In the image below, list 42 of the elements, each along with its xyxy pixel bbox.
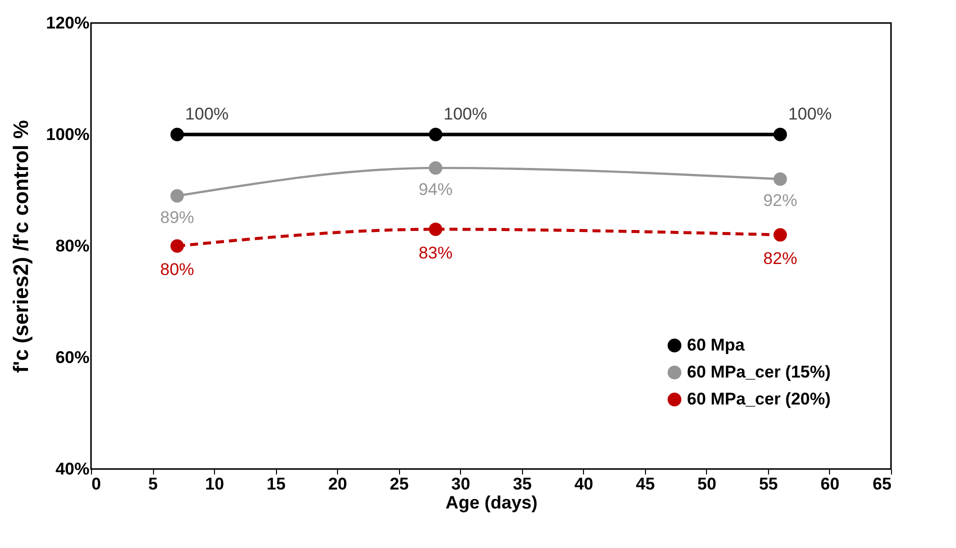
data-label: 94% [418,180,453,199]
point [170,239,184,253]
x-tick-label: 30 [451,474,470,494]
data-label: 92% [763,191,798,210]
data-label: 100% [185,104,229,124]
legend-label: 60 MPa_cer (15%) [687,362,831,382]
y-tick-label: 40% [55,460,90,478]
x-tick-label: 60 [820,474,840,494]
x-axis-title: Age (days) [445,492,538,512]
x-tick-label: 45 [636,474,655,494]
point [774,128,787,142]
x-tick-label: 10 [205,474,224,494]
point [170,189,184,203]
legend-label: 60 MPa_cer (20%) [687,390,831,408]
x-tick-label: 20 [328,474,348,494]
point [774,228,787,242]
y-axis-title: f'c (series2) /f'c control % [10,120,34,373]
x-tick-label: 55 [758,474,778,494]
point [428,222,442,236]
data-label: 82% [763,248,798,268]
point [774,172,787,186]
legend-label: 60 Mpa [687,336,746,354]
y-tick-label: 80% [55,236,90,256]
y-tick-label: 60% [55,348,90,367]
data-label: 80% [160,260,194,279]
data-label: 100% [788,104,832,124]
data-label: 83% [418,243,453,262]
x-tick-label: 0 [92,474,101,494]
y-tick-label: 120% [46,14,90,32]
data-label: 89% [160,208,194,227]
x-tick-label: 35 [512,474,532,494]
x-tick-label: 5 [148,474,158,494]
x-tick-label: 50 [697,474,716,494]
point [428,161,442,175]
data-label: 100% [444,104,488,124]
x-tick-label: 15 [266,474,286,494]
x-tick-label: 25 [390,474,409,494]
point [428,128,442,142]
point [170,128,184,142]
y-tick-label: 100% [46,125,90,144]
x-tick-label: 40 [574,474,594,494]
x-tick-label: 65 [872,474,892,494]
